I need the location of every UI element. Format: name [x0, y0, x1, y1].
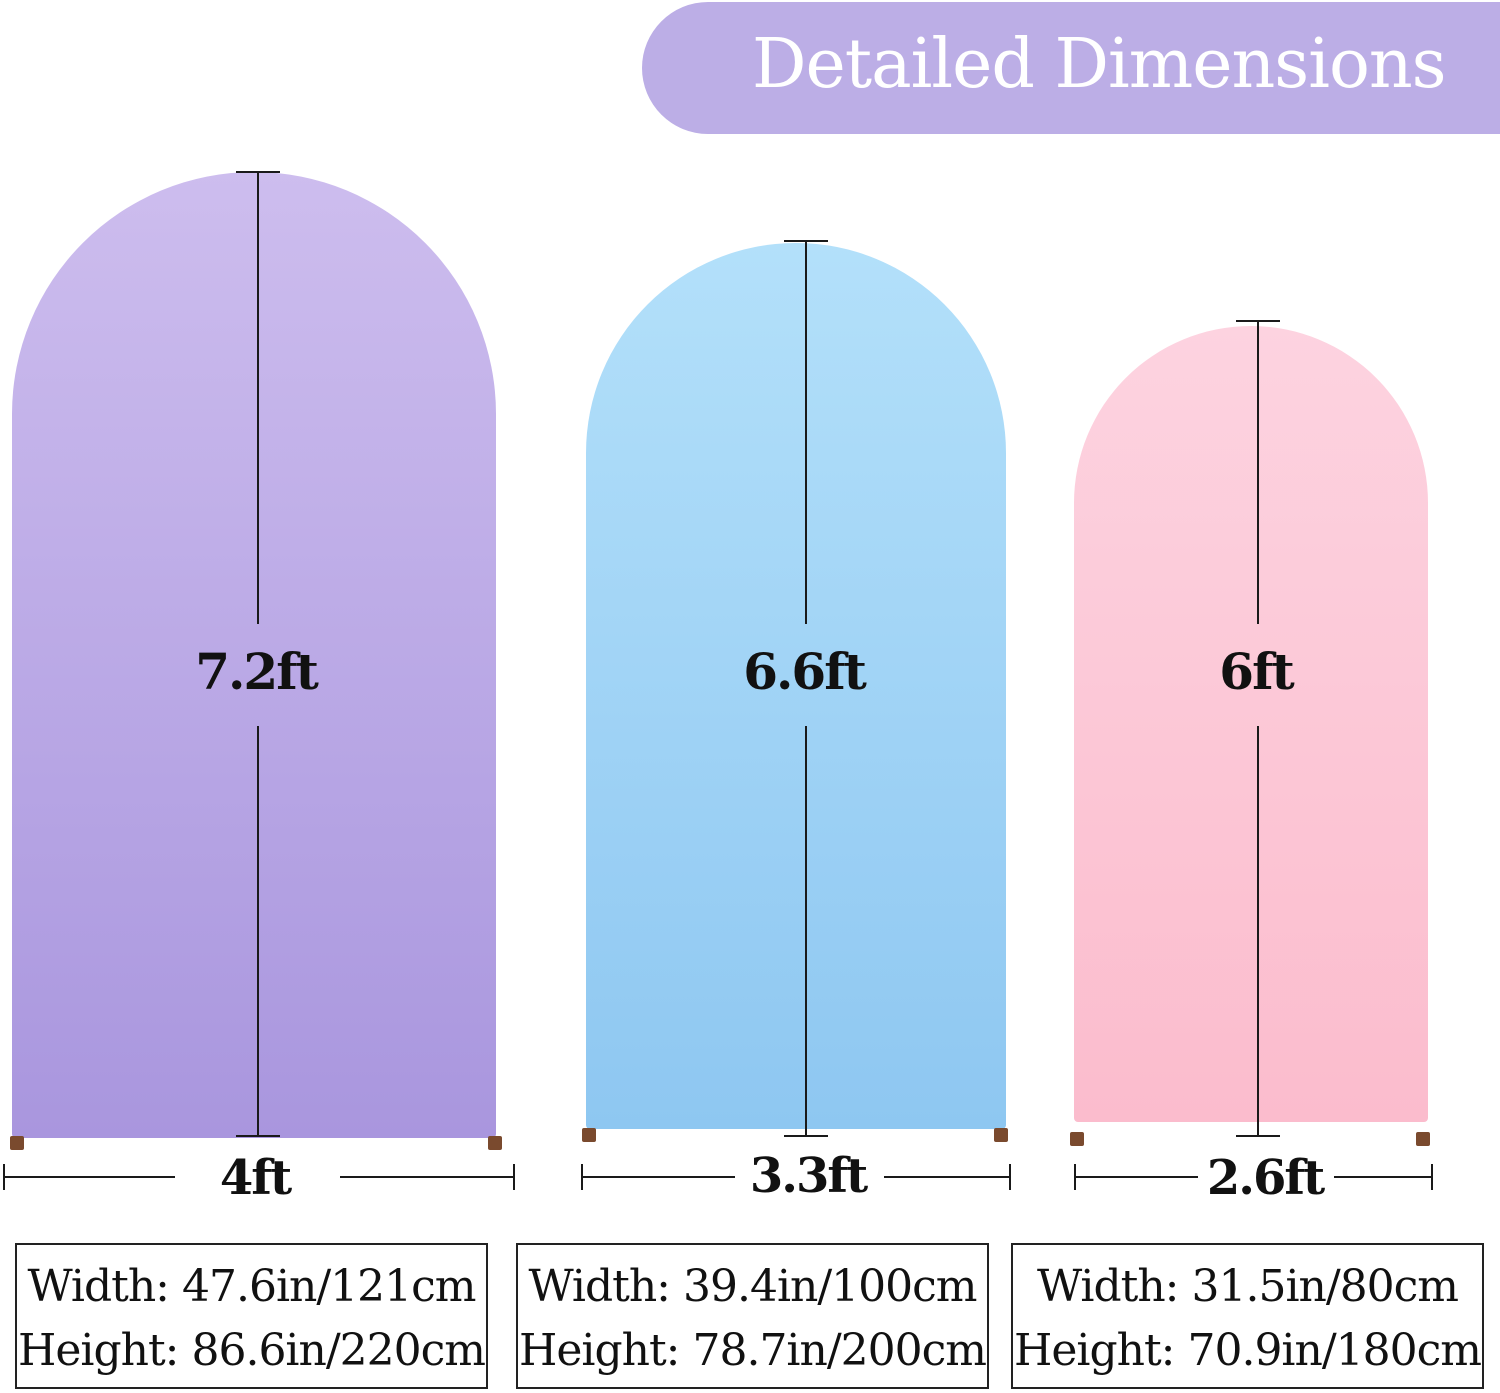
width-right-tick [1431, 1164, 1433, 1190]
height-label: 6.6ft [743, 642, 867, 701]
spec-height: Height: 86.6in/220cm [17, 1325, 486, 1376]
stand-foot [10, 1136, 24, 1150]
spec-width: Width: 31.5in/80cm [1036, 1261, 1459, 1312]
spec-height: Height: 78.7in/200cm [518, 1325, 987, 1376]
stand-foot [582, 1128, 596, 1142]
height-line [1257, 321, 1259, 624]
height-line [257, 172, 259, 624]
height-bottom-tick [1236, 1135, 1280, 1137]
width-line [1334, 1176, 1432, 1178]
arch-backdrop-medium [586, 243, 1006, 1129]
spec-width: Width: 39.4in/100cm [528, 1261, 977, 1312]
height-label: 6ft [1219, 642, 1294, 701]
arch-panel-pink [1074, 326, 1428, 1122]
arch-panel-purple [12, 172, 496, 1138]
height-label: 7.2ft [195, 642, 319, 701]
width-line [1074, 1176, 1198, 1178]
spec-box-large: Width: 47.6in/121cm Height: 86.6in/220cm [15, 1243, 488, 1389]
spec-height: Height: 70.9in/180cm [1013, 1325, 1482, 1376]
height-bottom-tick [784, 1135, 828, 1137]
stand-foot [488, 1136, 502, 1150]
page-title: Detailed Dimensions [752, 25, 1447, 104]
spec-width: Width: 47.6in/121cm [27, 1261, 476, 1312]
arch-panel-blue [586, 243, 1006, 1129]
width-line [884, 1176, 1011, 1178]
spec-box-medium: Width: 39.4in/100cm Height: 78.7in/200cm [516, 1243, 989, 1389]
stand-foot [994, 1128, 1008, 1142]
height-line [805, 726, 807, 1136]
width-label: 3.3ft [749, 1148, 868, 1204]
arch-backdrop-small [1074, 326, 1428, 1122]
stand-foot [1070, 1132, 1084, 1146]
height-line [805, 241, 807, 624]
spec-box-small: Width: 31.5in/80cm Height: 70.9in/180cm [1011, 1243, 1484, 1389]
height-line [1257, 726, 1259, 1136]
stand-foot [1416, 1132, 1430, 1146]
width-label: 2.6ft [1206, 1150, 1325, 1206]
width-label: 4ft [219, 1150, 292, 1206]
width-line [581, 1176, 735, 1178]
height-bottom-tick [236, 1135, 280, 1137]
arch-backdrop-large [12, 172, 496, 1138]
height-line [257, 726, 259, 1136]
width-line [3, 1176, 175, 1178]
title-banner: Detailed Dimensions [642, 2, 1500, 134]
width-right-tick [513, 1164, 515, 1190]
width-right-tick [1009, 1164, 1011, 1190]
width-line [340, 1176, 514, 1178]
